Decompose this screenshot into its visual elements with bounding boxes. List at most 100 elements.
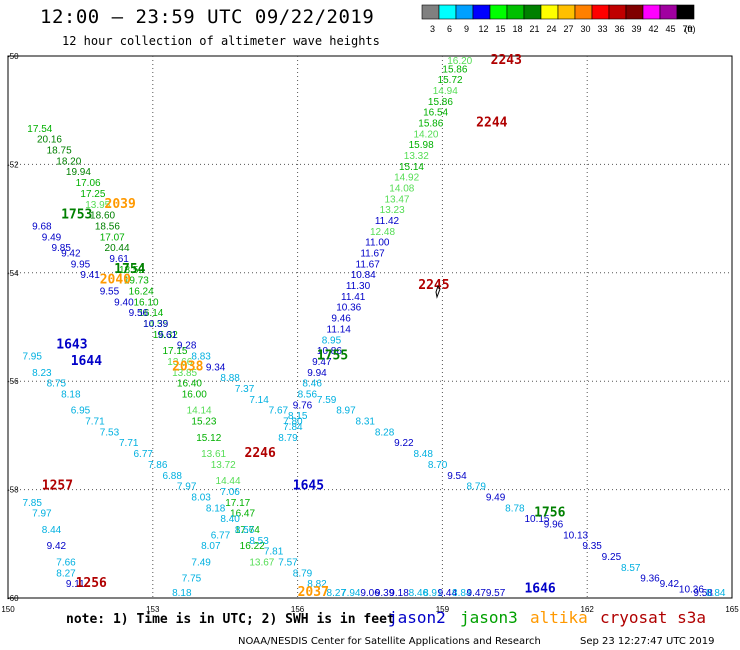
- legend-swatch: [421, 4, 440, 20]
- swh-value: 10.36: [679, 585, 704, 596]
- swh-value: 8.07: [201, 541, 221, 552]
- legend-swatch: [438, 4, 457, 20]
- swh-value: 13.47: [384, 194, 409, 205]
- swh-value: 6.77: [211, 530, 231, 541]
- swh-value: 9.49: [486, 492, 506, 503]
- x-tick-label: 165: [725, 605, 739, 614]
- swh-value: 6.88: [162, 471, 182, 482]
- pass-time-tag: 2246: [245, 446, 276, 461]
- swh-value: 13.32: [404, 151, 429, 162]
- swh-value: 16.47: [230, 509, 255, 520]
- swh-value: 7.59: [317, 395, 337, 406]
- color-legend: 3 6 9 12 15 18 21 24 27 30 33 36 39 42 45 70(ft): [421, 4, 696, 34]
- legend-label: 27: [563, 24, 573, 34]
- swh-value: 8.75: [47, 379, 67, 390]
- swh-value: 17.06: [76, 178, 101, 189]
- swh-value: 8.40: [220, 514, 240, 525]
- swh-value: 12.48: [370, 227, 395, 238]
- swh-value: 16.10: [133, 297, 158, 308]
- swh-value: 18.56: [95, 221, 120, 232]
- pass-time-tag: 1645: [293, 479, 324, 494]
- legend-swatch: [540, 4, 559, 20]
- pass-time-tag: 1755: [317, 349, 348, 364]
- pass-time-tag: 1257: [42, 479, 73, 494]
- pass-time-tag: 1256: [76, 576, 107, 591]
- swh-value: 8.57: [621, 563, 641, 574]
- swh-value: 7.80: [283, 417, 303, 428]
- y-tick-label: -58: [7, 486, 19, 495]
- legend-swatch: [676, 4, 695, 20]
- swh-value: 14.92: [394, 173, 419, 184]
- swh-value: 8.88: [220, 373, 240, 384]
- pass-time-labels: 2243 2244 2245 2246 1257 1256 2039 2038 2037 2040…: [42, 53, 566, 600]
- pass-time-tag: 1753: [61, 208, 92, 223]
- legend-label: 33: [597, 24, 607, 34]
- swh-value: 16.40: [177, 379, 202, 390]
- swh-value: 8.83: [191, 352, 211, 363]
- legend-label: 36: [614, 24, 624, 34]
- swh-value: 9.42: [660, 579, 680, 590]
- swh-value: 6.95: [71, 406, 91, 417]
- swh-value: 7.81: [264, 547, 284, 558]
- swh-value: 9.44: [438, 588, 458, 599]
- swh-value: 11.41: [341, 292, 366, 303]
- swh-value: 17.07: [100, 232, 125, 243]
- x-tick-label: 159: [436, 605, 450, 614]
- swh-value: 15.98: [409, 140, 434, 151]
- swh-value: 9.57: [486, 588, 506, 599]
- swh-value: 16.22: [240, 541, 265, 552]
- timestamp-text: Sep 23 12:27:47 UTC 2019: [580, 636, 715, 647]
- x-tick-label: 153: [146, 605, 160, 614]
- swh-value: 9.56: [129, 308, 149, 319]
- pass-time-tag: 2244: [476, 115, 507, 130]
- swh-value: 13.85: [172, 368, 197, 379]
- swh-value: 9.11: [66, 579, 85, 590]
- y-tick-label: -54: [7, 269, 19, 278]
- swh-value: 8.27: [56, 568, 76, 579]
- swh-value: 11.00: [365, 238, 390, 249]
- legend-label: 18: [512, 24, 522, 34]
- swh-value: 9.35: [582, 541, 602, 552]
- swh-value: 7.06: [220, 487, 240, 498]
- swh-value: 9.46: [331, 314, 351, 325]
- pass-time-tag: 1756: [534, 506, 565, 521]
- legend-swatch: [642, 4, 661, 20]
- swh-value: 8.84: [706, 588, 726, 599]
- y-tick-label: -52: [7, 160, 19, 169]
- footer-note: note: 1) Time is in UTC; 2) SWH is in fe…: [66, 612, 395, 627]
- swh-value: 16.00: [182, 389, 207, 400]
- swh-value: 16.14: [138, 308, 163, 319]
- swh-value: 8.79: [278, 433, 298, 444]
- swh-value: 8.18: [61, 389, 81, 400]
- swh-value: 16.24: [129, 286, 154, 297]
- swh-value: 9.18: [389, 588, 409, 599]
- map-subtitle: 12 hour collection of altimeter wave hei…: [62, 34, 380, 48]
- swh-value: 8.53: [249, 536, 269, 547]
- grid-lines: [8, 56, 732, 598]
- coastline-fragment: [435, 284, 441, 299]
- swh-value: 17.74: [235, 525, 260, 536]
- legend-label: 24: [546, 24, 556, 34]
- swh-value: 11.67: [360, 249, 385, 260]
- swh-value: 10.36: [336, 303, 361, 314]
- swh-value: 7.71: [85, 417, 105, 428]
- swh-value: 8.28: [375, 427, 395, 438]
- swh-value: 20.44: [105, 243, 130, 254]
- legend-swatch: [523, 4, 542, 20]
- swh-value: 9.96: [544, 520, 564, 531]
- swh-value: 7.97: [32, 509, 52, 520]
- swh-value: 10.13: [563, 530, 588, 541]
- swh-value: 9.68: [32, 221, 52, 232]
- pass-time-tag: 1644: [71, 354, 102, 369]
- wave-height-points: 16.2015.8615.7214.9415.8616.5415.8614.20…: [22, 56, 725, 599]
- swh-value: 9.28: [177, 341, 197, 352]
- swh-value: 7.85: [22, 498, 42, 509]
- swh-value: 9.36: [640, 574, 660, 585]
- legend-label: 3: [430, 24, 435, 34]
- swh-value: 15.23: [191, 417, 216, 428]
- legend-label: 21: [529, 24, 539, 34]
- swh-value: 9.95: [71, 259, 91, 270]
- pass-time-tag: 2037: [298, 585, 329, 600]
- swh-value: 9.61: [158, 330, 178, 341]
